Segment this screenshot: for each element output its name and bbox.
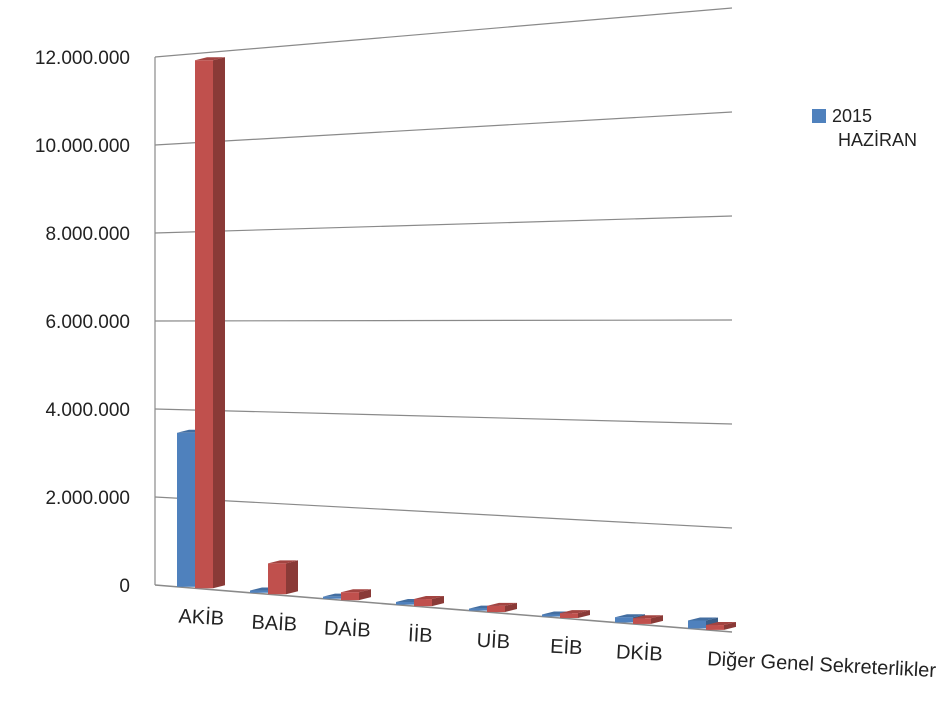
x-tick-label: EİB <box>550 635 583 660</box>
y-axis-ticks: 0 2.000.000 4.000.000 6.000.000 8.000.000 10.… <box>35 48 130 597</box>
x-tick-label: DAİB <box>323 616 371 641</box>
grid-lines <box>154 7 733 633</box>
legend: 2015 HAZİRAN <box>812 104 917 152</box>
grid-line <box>154 7 733 58</box>
y-tick-label: 8.000.000 <box>45 224 130 245</box>
x-tick-label: DKİB <box>615 640 663 665</box>
bar <box>633 615 663 624</box>
bar <box>414 596 444 607</box>
grid-line <box>154 319 733 322</box>
y-tick-label: 12.000.000 <box>35 48 130 69</box>
legend-label-line2: HAZİRAN <box>838 130 918 150</box>
bar <box>268 560 298 595</box>
grid-line <box>154 496 733 529</box>
x-tick-label: AKİB <box>178 605 225 630</box>
baseline <box>154 584 733 633</box>
y-tick-label: 6.000.000 <box>45 312 130 333</box>
legend-label-line1: 2015 <box>832 106 873 126</box>
legend-entry: 2015 <box>812 104 917 128</box>
bar <box>706 622 736 630</box>
y-tick-label: 10.000.000 <box>35 136 130 157</box>
x-tick-label: İİB <box>408 623 434 647</box>
x-tick-label: UİB <box>476 629 511 654</box>
bar <box>341 589 371 601</box>
grid-line <box>154 215 733 234</box>
bars <box>177 57 736 630</box>
legend-swatch <box>812 108 826 123</box>
y-tick-label: 2.000.000 <box>45 488 130 509</box>
y-tick-label: 4.000.000 <box>45 400 130 421</box>
bar <box>560 610 590 618</box>
x-tick-label: Diğer Genel Sekreterlikler <box>707 648 937 682</box>
grid-line <box>154 408 733 425</box>
y-tick-label: 0 <box>119 576 130 597</box>
bar <box>195 57 225 589</box>
x-tick-label: BAİB <box>251 611 298 636</box>
bar <box>487 602 517 613</box>
grid-line <box>154 111 733 146</box>
